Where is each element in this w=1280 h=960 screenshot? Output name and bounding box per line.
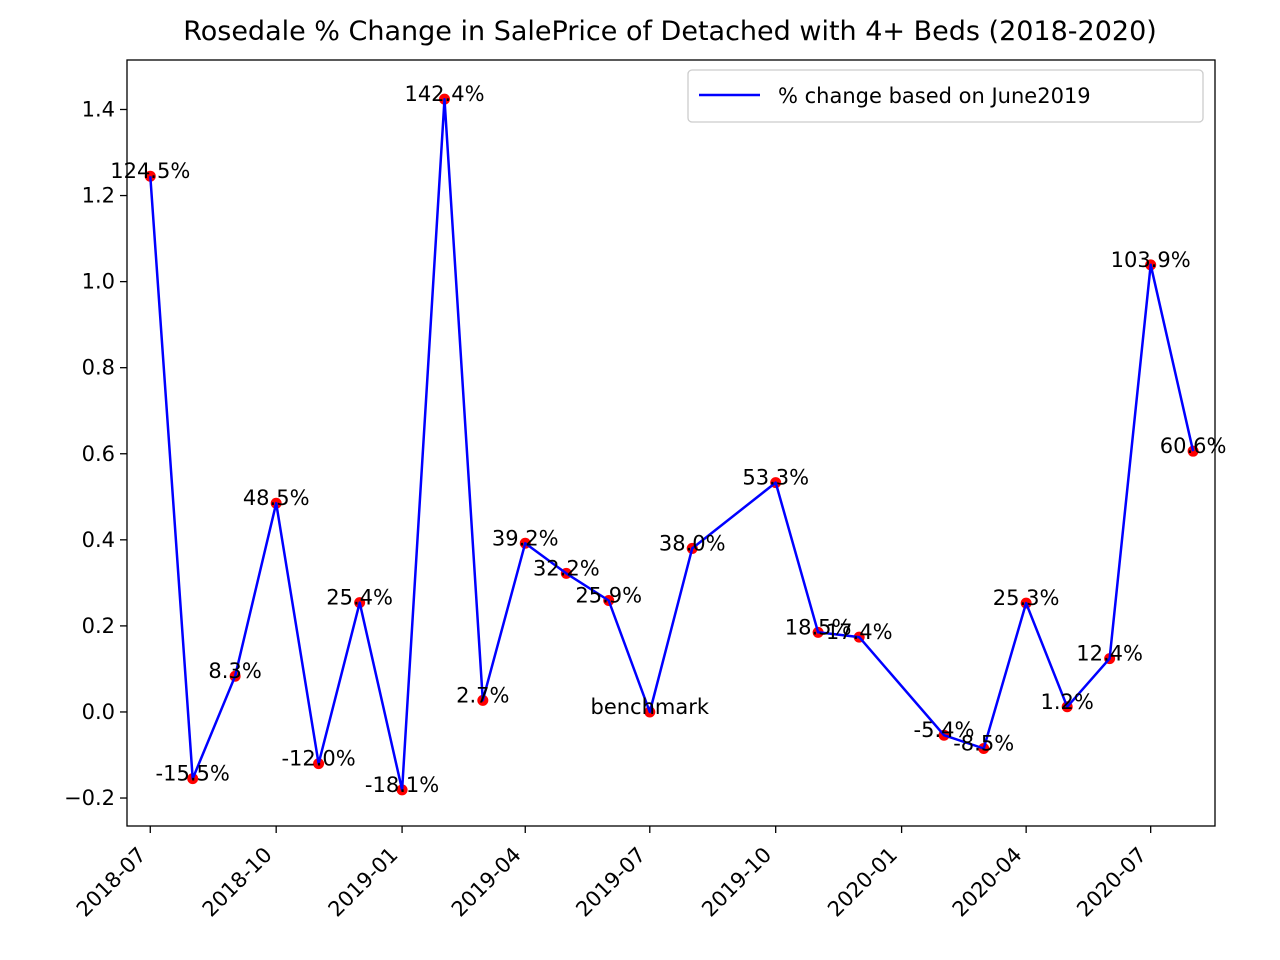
legend: % change based on June2019: [687, 69, 1204, 123]
data-label: 48.5%: [243, 486, 310, 510]
y-tick-label: 1.2: [82, 184, 115, 208]
y-tick-label: 0.0: [82, 700, 115, 724]
data-label: 8.3%: [208, 659, 261, 683]
series-layer: [144, 93, 1199, 796]
plot-area-frame: [126, 59, 1216, 827]
data-label: 18.5%: [785, 615, 852, 639]
data-label: -12.0%: [281, 747, 355, 771]
y-tick-label: 1.0: [82, 270, 115, 294]
legend-label: % change based on June2019: [778, 84, 1091, 108]
y-tick-label: 0.8: [82, 356, 115, 380]
data-label: -15.5%: [156, 762, 230, 786]
data-label: 25.3%: [993, 586, 1060, 610]
chart-title: Rosedale % Change in SalePrice of Detach…: [183, 16, 1157, 47]
data-label: 124.5%: [110, 159, 190, 183]
data-label: -18.1%: [365, 773, 439, 797]
data-label: 12.4%: [1076, 642, 1143, 666]
data-label: 38.0%: [659, 531, 726, 555]
data-label: -5.4%: [914, 718, 975, 742]
data-labels: 124.5% -15.5% 8.3% 48.5% -12.0% 25.4% -18.1% 14…: [110, 82, 1226, 797]
y-tick-label: 0.6: [82, 442, 115, 466]
data-label: 60.6%: [1160, 434, 1227, 458]
y-tick-label: 0.4: [82, 528, 115, 552]
y-tick-label: −0.2: [64, 786, 115, 810]
data-point: [144, 170, 156, 182]
data-label: 53.3%: [742, 466, 809, 490]
data-label: 17.4%: [826, 620, 893, 644]
series-line: [149, 97, 1195, 792]
y-axis: −0.2 0.0 0.2 0.4 0.6 0.8 1.0 1.2 1.4: [64, 97, 127, 810]
data-label: 32.2%: [533, 556, 600, 580]
data-label: 39.2%: [492, 526, 559, 550]
data-label: 2.7%: [456, 683, 509, 707]
legend-box: [687, 69, 1204, 123]
y-tick-label: 1.4: [82, 97, 115, 121]
data-label: 142.4%: [404, 82, 484, 106]
data-label: 25.9%: [575, 584, 642, 608]
data-label: 25.4%: [326, 586, 393, 610]
y-tick-label: 0.2: [82, 614, 115, 638]
data-label: benchmark: [591, 695, 710, 719]
data-label: 103.9%: [1111, 248, 1191, 272]
data-label: 1.2%: [1041, 690, 1094, 714]
data-label: -8.5%: [953, 732, 1014, 756]
